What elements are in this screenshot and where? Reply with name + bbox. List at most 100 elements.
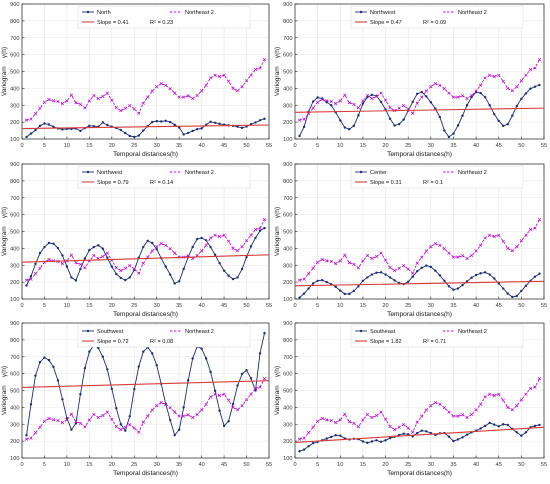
series-line-northeast2 <box>26 219 265 281</box>
series-point <box>60 420 65 425</box>
series-point <box>213 121 217 125</box>
series-point <box>240 126 244 130</box>
series-point <box>334 261 338 266</box>
series-point <box>425 264 428 267</box>
series-point <box>307 287 310 290</box>
series-point <box>406 267 410 271</box>
series-point <box>325 418 329 422</box>
series-point <box>411 100 414 104</box>
series-point <box>65 265 69 268</box>
series-point <box>348 128 351 131</box>
series-point <box>119 423 123 426</box>
series-point <box>502 423 505 426</box>
x-tick-label: 40 <box>473 303 479 309</box>
series-point <box>493 277 496 280</box>
series-point <box>411 275 414 278</box>
series-point <box>447 91 451 95</box>
legend-slope-label: Slope = 0.31 <box>370 180 402 186</box>
x-tick-label: 40 <box>199 143 205 149</box>
series-point <box>370 256 374 261</box>
series-point <box>128 276 131 279</box>
series-point <box>429 85 433 89</box>
series-point <box>101 254 105 259</box>
series-point <box>402 263 406 268</box>
series-point <box>173 91 177 95</box>
x-tick-label: 45 <box>496 303 502 309</box>
series-point <box>393 279 396 282</box>
series-point <box>434 269 437 272</box>
series-point <box>343 93 347 97</box>
series-point <box>361 99 365 103</box>
y-tick-label: 400 <box>283 405 292 411</box>
series-point <box>370 273 374 276</box>
series-point <box>429 101 433 104</box>
series-point <box>236 384 239 387</box>
series-point <box>47 97 51 102</box>
series-point <box>56 246 60 250</box>
series-point <box>258 66 262 70</box>
trend-line <box>294 107 545 113</box>
legend-label-primary: Southeast <box>370 329 396 335</box>
series-point <box>106 256 109 259</box>
x-axis-label: Temporal distances(h) <box>387 470 452 477</box>
series-point <box>47 123 51 126</box>
series-point <box>506 246 510 251</box>
series-point <box>297 278 302 282</box>
series-point <box>249 245 253 248</box>
legend-box <box>77 324 251 348</box>
series-point <box>483 395 487 399</box>
x-tick-label: 55 <box>266 462 272 468</box>
series-point <box>533 85 537 88</box>
series-point <box>533 275 537 278</box>
series-point <box>506 405 510 410</box>
series-point <box>474 408 478 412</box>
series-point <box>244 79 249 83</box>
series-point <box>424 408 428 412</box>
y-tick-label: 600 <box>10 213 19 219</box>
series-point <box>96 415 100 420</box>
series-point <box>456 414 460 418</box>
series-point <box>352 102 356 107</box>
series-point <box>411 271 415 275</box>
series-point <box>443 279 446 282</box>
series-point <box>334 101 338 106</box>
series-point <box>222 233 226 237</box>
series-point <box>124 429 127 432</box>
series-point <box>137 430 141 434</box>
series-point <box>34 374 37 377</box>
series-point <box>411 430 415 434</box>
x-tick-label: 0 <box>293 143 296 149</box>
series-point <box>33 112 38 116</box>
series-point <box>325 437 328 440</box>
series-point <box>101 247 105 250</box>
y-axis-label-symbol: γ(h) <box>274 207 281 218</box>
x-tick-label: 5 <box>43 143 46 149</box>
series-point <box>97 244 100 247</box>
legend-r2-label: R² = 0.14 <box>150 180 173 186</box>
series-point <box>483 236 487 240</box>
series-point <box>123 266 127 270</box>
series-point <box>177 280 181 283</box>
series-point <box>25 284 28 287</box>
chart-panel-4: 0 5 10 15 20 25 30 35 40 45 50 55 100 200 300 400 500 600… <box>274 162 547 318</box>
series-point <box>110 265 114 268</box>
series-point <box>169 120 172 124</box>
y-tick-label: 500 <box>283 230 292 236</box>
series-point <box>43 356 46 359</box>
legend-box <box>77 5 251 29</box>
trend-line <box>21 124 270 130</box>
legend-r2-label: R² = 0.09 <box>423 20 446 26</box>
series-point <box>343 292 346 296</box>
x-tick-label: 45 <box>221 462 227 468</box>
series-point <box>218 409 221 412</box>
series-point <box>402 118 405 121</box>
series-point <box>249 392 253 396</box>
series-point <box>168 406 172 410</box>
series-point <box>338 418 342 422</box>
y-tick-label: 400 <box>10 86 19 92</box>
series-point <box>379 251 383 255</box>
y-tick-label: 800 <box>10 179 19 185</box>
series-point <box>488 104 491 107</box>
series-point <box>488 421 491 425</box>
series-point <box>425 95 428 98</box>
